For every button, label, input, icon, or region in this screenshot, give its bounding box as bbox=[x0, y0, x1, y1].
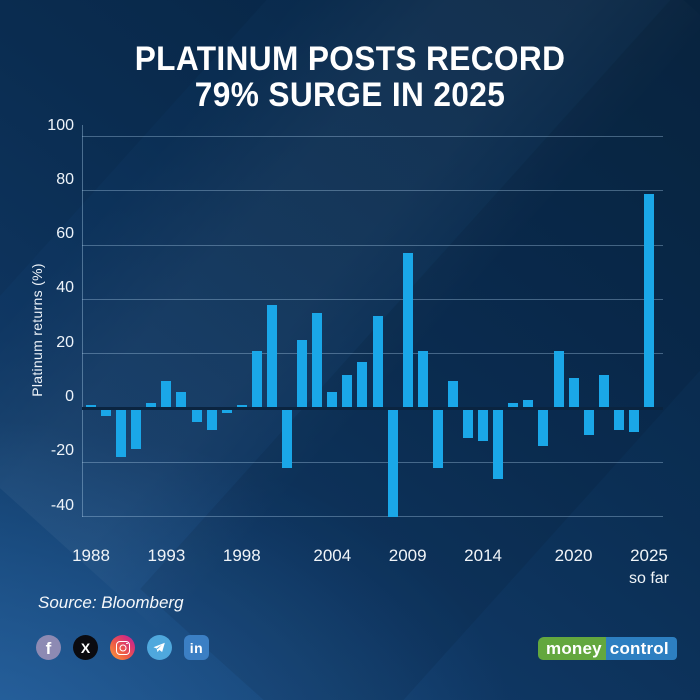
bar-1997 bbox=[221, 408, 232, 414]
x-tick-note: so far bbox=[628, 570, 669, 587]
y-axis-line bbox=[82, 125, 83, 517]
telegram-plane-glyph bbox=[152, 642, 165, 652]
bar-2020 bbox=[568, 378, 579, 408]
bar-1994 bbox=[176, 391, 187, 408]
x-tick-label-2009: 2009 bbox=[388, 546, 427, 565]
bar-2016 bbox=[508, 402, 519, 408]
x-twitter-icon[interactable]: X bbox=[73, 635, 98, 660]
y-tick-label-100: 100 bbox=[47, 116, 74, 134]
bar-2000 bbox=[266, 304, 277, 408]
x-tick-label-1988: 1988 bbox=[72, 546, 110, 565]
bar-2023 bbox=[613, 408, 624, 430]
x-tick-label-2004: 2004 bbox=[313, 546, 352, 565]
bar-2012 bbox=[447, 380, 458, 408]
bar-2025 bbox=[643, 193, 654, 408]
gridline-60 bbox=[82, 244, 663, 246]
bar-2018 bbox=[538, 408, 549, 446]
bar-1989 bbox=[101, 408, 112, 417]
gridline-100 bbox=[82, 136, 663, 137]
bar-2002 bbox=[297, 340, 308, 408]
x-tick-label-2020: 2020 bbox=[554, 546, 593, 565]
chart-title-line2: 79% SURGE IN 2025 bbox=[194, 76, 506, 114]
x-tick-label-2025: 2025 so far bbox=[628, 546, 669, 587]
bar-1998 bbox=[236, 405, 247, 408]
bar-2008 bbox=[387, 408, 398, 517]
moneycontrol-money-segment: money bbox=[538, 637, 606, 660]
facebook-icon[interactable]: f bbox=[36, 635, 61, 660]
y-tick-label-60: 60 bbox=[56, 225, 74, 243]
bar-2014 bbox=[478, 408, 489, 441]
bar-2013 bbox=[463, 408, 474, 438]
x-glyph: X bbox=[80, 639, 91, 656]
bar-2006 bbox=[357, 361, 368, 408]
y-tick-label-0: 0 bbox=[65, 388, 74, 405]
bar-2019 bbox=[553, 350, 564, 408]
y-tick-label--20: -20 bbox=[50, 442, 74, 460]
y-axis-title: Platinum returns (%) bbox=[29, 263, 45, 397]
bar-1992 bbox=[146, 402, 157, 408]
telegram-icon[interactable] bbox=[147, 635, 172, 660]
bar-2021 bbox=[583, 408, 594, 436]
bar-2022 bbox=[598, 375, 609, 408]
bar-1995 bbox=[191, 408, 202, 422]
bar-2001 bbox=[282, 408, 293, 468]
y-tick-label-80: 80 bbox=[56, 170, 74, 188]
instagram-icon[interactable] bbox=[110, 635, 135, 660]
gridline-20 bbox=[82, 353, 663, 355]
linkedin-in-glyph: in bbox=[189, 639, 204, 656]
facebook-f-glyph: f bbox=[45, 639, 52, 658]
bar-1999 bbox=[251, 350, 262, 408]
y-tick-label--40: -40 bbox=[50, 496, 74, 514]
gridline-80 bbox=[82, 190, 663, 192]
bar-2003 bbox=[312, 312, 323, 408]
y-tick-label-20: 20 bbox=[56, 333, 74, 351]
social-icons-row: f X in bbox=[36, 635, 209, 660]
x-tick-label-1998: 1998 bbox=[222, 546, 261, 565]
bar-2024 bbox=[628, 408, 639, 433]
bar-2007 bbox=[372, 315, 383, 408]
x-tick-label-2014: 2014 bbox=[464, 546, 503, 565]
y-tick-label-40: 40 bbox=[56, 279, 74, 297]
bar-1991 bbox=[131, 408, 142, 449]
moneycontrol-logo[interactable]: money control bbox=[538, 637, 677, 660]
bar-1996 bbox=[206, 408, 217, 430]
gridline--40 bbox=[82, 516, 663, 518]
chart-title-line1: PLATINUM POSTS RECORD bbox=[134, 40, 566, 78]
source-note: Source: Bloomberg bbox=[38, 593, 184, 612]
bar-2004 bbox=[327, 391, 338, 408]
bar-2005 bbox=[342, 375, 353, 408]
zero-axis-line bbox=[82, 407, 663, 410]
gridline-40 bbox=[82, 298, 663, 300]
instagram-camera-glyph bbox=[115, 640, 130, 655]
bar-2009 bbox=[402, 253, 413, 408]
bar-1993 bbox=[161, 380, 172, 408]
bar-2010 bbox=[417, 350, 428, 408]
bar-2011 bbox=[432, 408, 443, 468]
bar-1988 bbox=[86, 405, 96, 408]
chart-title: PLATINUM POSTS RECORD 79% SURGE IN 2025 bbox=[25, 41, 676, 113]
moneycontrol-control-segment: control bbox=[605, 637, 677, 660]
bar-1990 bbox=[116, 408, 127, 457]
bar-2017 bbox=[523, 399, 534, 408]
bar-2015 bbox=[493, 408, 504, 479]
x-tick-label-1993: 1993 bbox=[147, 546, 186, 565]
gridline--20 bbox=[82, 461, 663, 463]
linkedin-icon[interactable]: in bbox=[184, 635, 209, 660]
